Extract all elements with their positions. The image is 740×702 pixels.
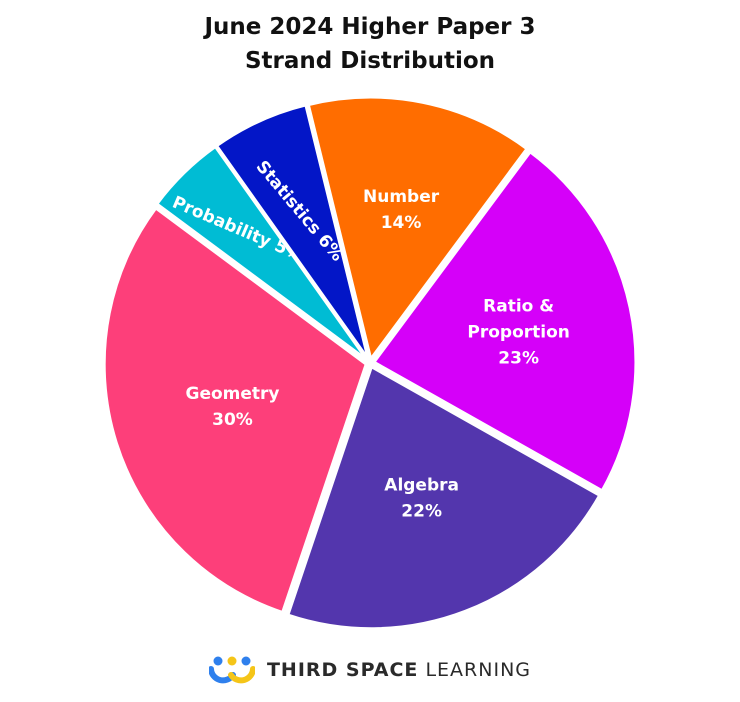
third-space-learning-logo-icon bbox=[208, 655, 255, 685]
brand-name-light: LEARNING bbox=[425, 659, 532, 681]
pie-slice-ratio-proportion bbox=[371, 149, 638, 493]
chart-title: June 2024 Higher Paper 3 bbox=[204, 14, 536, 40]
pie-slice-statistics bbox=[214, 103, 370, 361]
pie-chart: Number 14% Ratio & Proportion 23% Algebra 22% G… bbox=[102, 95, 638, 631]
chart-title-block: June 2024 Higher Paper 3 Strand Distribu… bbox=[0, 10, 740, 78]
pie-slice-geometry bbox=[102, 205, 368, 615]
footer: THIRD SPACE LEARNING bbox=[0, 652, 740, 688]
logo-arc-right bbox=[227, 666, 255, 684]
logo-dot-right bbox=[241, 656, 251, 666]
brand-wordmark: THIRD SPACE LEARNING bbox=[267, 659, 531, 681]
brand-name-strong: THIRD SPACE bbox=[266, 659, 419, 681]
chart-subtitle: Strand Distribution bbox=[244, 48, 496, 74]
logo-dot-left bbox=[213, 656, 223, 666]
slice-label-ratio-proportion: Ratio & Proportion 23% bbox=[467, 296, 570, 368]
slice-label-number: Number 14% bbox=[363, 187, 440, 233]
slice-label-geometry: Geometry 30% bbox=[185, 384, 279, 430]
slice-label-algebra: Algebra 22% bbox=[384, 476, 459, 522]
pie-slice-number bbox=[306, 95, 530, 363]
logo-dot-center bbox=[227, 656, 237, 666]
pie-slice-algebra bbox=[285, 364, 602, 631]
